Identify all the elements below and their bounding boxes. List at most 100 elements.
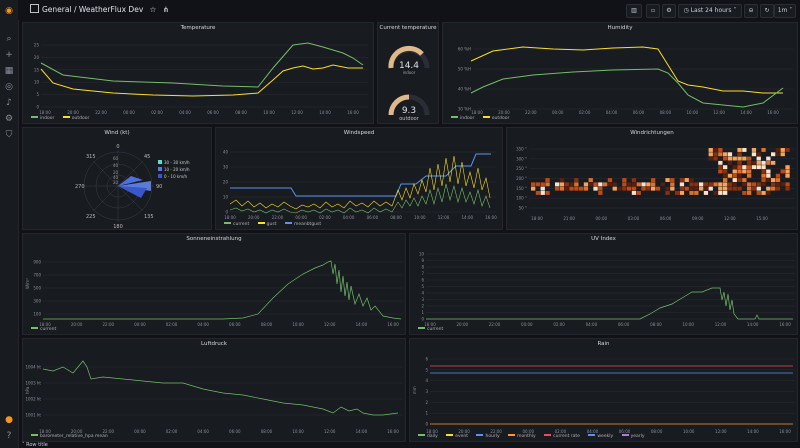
heatmap-cell xyxy=(766,191,771,195)
heatmap-cell xyxy=(766,160,771,165)
breadcrumb: General / WeatherFlux Dev ☆ ⋔ xyxy=(30,4,169,14)
heatmap-cell xyxy=(747,186,752,191)
heatmap-cell xyxy=(742,178,747,182)
y-tick-label: 50 %H xyxy=(458,67,471,72)
help-icon[interactable]: ? xyxy=(6,431,12,441)
panel-title: UV Index xyxy=(591,236,616,242)
x-tick-label: 12:00 xyxy=(291,110,303,115)
panel-windspeed[interactable]: Windspeed 40 30 20 10 0 18:00 20:00 22:00 00:00… xyxy=(215,127,503,230)
panel-wind[interactable]: Wind (kt) 0 45 90 135 180 225 270 315 60… xyxy=(22,127,212,230)
heatmap-cell xyxy=(742,165,747,170)
x-ticks: 18:00 20:00 22:00 00:00 02:00 04:00 06:00 08:00… xyxy=(224,215,497,220)
panel-title: Humidity xyxy=(607,25,633,31)
legend-item-event[interactable]: event xyxy=(446,434,468,439)
x-tick-label: 16:00 xyxy=(779,322,791,327)
legend-item-hourly[interactable]: hourly xyxy=(476,434,500,439)
x-tick-label: 20:00 xyxy=(71,322,83,327)
legend-item-current-rate[interactable]: current rate xyxy=(544,434,580,439)
heatmap-cell xyxy=(708,152,713,157)
y-tick-label: 4 xyxy=(425,378,428,383)
legend-item-gust[interactable]: gust xyxy=(257,222,277,227)
x-tick-label: 12:00 xyxy=(715,429,727,434)
wind-rose-petal xyxy=(118,176,143,186)
heatmap-cell xyxy=(670,182,675,187)
heatmap-cell xyxy=(545,191,550,195)
refresh-interval[interactable]: 1m ˅ xyxy=(774,4,796,18)
grafana-logo-icon[interactable]: ◉ xyxy=(5,6,13,16)
heatmap-cell xyxy=(564,186,569,191)
legend-item-meanbtgust[interactable]: meanbtgust xyxy=(284,222,321,227)
panel-rain[interactable]: Rain mm 6 5 4 3 2 1 0 18:00 20:00 22:00 00:00 02:0… xyxy=(409,338,798,442)
gear-icon[interactable]: ⚙ xyxy=(662,4,676,18)
plus-icon[interactable]: + xyxy=(5,50,13,60)
heatmap-cell xyxy=(559,178,565,182)
save-icon[interactable]: ▫ xyxy=(646,4,660,18)
dashboards-icon[interactable]: ▦ xyxy=(4,66,14,76)
zoom-out-icon[interactable]: ⊖ xyxy=(744,4,758,18)
search-icon[interactable]: ⌕ xyxy=(6,34,12,44)
panel-pressure[interactable]: Luftdruck hPa 1004 ht 1003 ht 1002 ht 1001 … xyxy=(22,338,406,442)
legend-item-pressure[interactable]: barometer_relative_hpa mean xyxy=(31,434,108,439)
legend-item-indoor[interactable]: indoor xyxy=(31,116,54,121)
legend-item-daily[interactable]: daily xyxy=(418,434,438,439)
shield-icon[interactable]: ⛉ xyxy=(5,130,13,140)
heatmap-cell xyxy=(723,152,728,157)
legend-item-weekly[interactable]: weekly xyxy=(588,434,613,439)
x-tick-label: 10:00 xyxy=(682,322,694,327)
gear-icon[interactable]: ⚙ xyxy=(4,114,14,124)
legend-item-yearly[interactable]: yearly xyxy=(621,434,645,439)
row-title[interactable]: ˅ Row title xyxy=(22,442,48,448)
heatmap-cell xyxy=(535,191,541,195)
panel-temperature[interactable]: Temperature 25 20 15 10 5 0 18:00 20:00 22:00 00… xyxy=(22,22,374,124)
breadcrumb-folder[interactable]: General xyxy=(42,5,72,14)
breadcrumb-dashboard[interactable]: WeatherFlux Dev xyxy=(78,5,144,14)
heatmap-cell xyxy=(583,186,589,191)
heatmap-cell xyxy=(718,191,723,195)
time-picker[interactable]: ◷ Last 24 hours ˅ xyxy=(678,4,742,18)
legend-item-current[interactable]: current xyxy=(418,327,443,332)
refresh-button[interactable]: ↻ xyxy=(760,4,774,18)
explore-icon[interactable]: ◎ xyxy=(5,82,13,92)
x-tick-label: 04:00 xyxy=(197,322,209,327)
heatmap-cell xyxy=(555,186,560,191)
legend-item-current[interactable]: current xyxy=(224,222,249,227)
heatmap-cell xyxy=(756,182,761,187)
share-icon[interactable]: ⋔ xyxy=(162,5,170,14)
panel-humidity[interactable]: Humidity 60 %H 50 %H 40 %H 30 %H 18:00 20:00… xyxy=(442,22,798,124)
y-tick-label: 1002 ht xyxy=(25,397,41,402)
y-tick-label: 6 xyxy=(421,278,424,283)
heatmap-cell xyxy=(718,169,723,174)
y-tick-label: 700 xyxy=(33,273,41,278)
panel-solar[interactable]: Sonneneinstrahlung W/m² 900 700 500 300 100 … xyxy=(22,233,406,335)
heatmap-cell xyxy=(751,160,757,165)
legend-item-current[interactable]: current xyxy=(31,327,56,332)
heatmap-cell xyxy=(761,178,766,182)
add-panel-button[interactable]: ▥ xyxy=(626,4,642,18)
legend-item-monthly[interactable]: monthly xyxy=(508,434,536,439)
heatmap-cell xyxy=(785,186,790,191)
legend-item-outdoor[interactable]: outdoor xyxy=(482,116,509,121)
y-tick-label: 25 xyxy=(34,43,40,48)
ring-label: 60 xyxy=(113,156,119,161)
x-tick-label: 02:00 xyxy=(166,429,178,434)
y-tick-label: 150 ° xyxy=(516,186,527,191)
panel-current-temperature[interactable]: Current temperature 14.4 indoor 9.3 outd… xyxy=(377,22,439,124)
panel-wind-direction[interactable]: Windrichtungen 350 ° 300 ° 250 ° 200 ° 150 °… xyxy=(506,127,798,230)
heatmap-cell xyxy=(622,186,627,191)
heatmap-cell xyxy=(679,186,685,191)
heatmap-cell xyxy=(631,182,637,187)
y-tick-label: 1001 ht xyxy=(25,413,41,418)
x-tick-label: 16:00 xyxy=(387,322,399,327)
legend-item-outdoor[interactable]: outdoor xyxy=(62,116,89,121)
panel-uv[interactable]: UV Index 10 9 8 7 6 5 4 3 2 1 0 18:00 20:00 22:00 00:… xyxy=(409,233,798,335)
legend-item-indoor[interactable]: indoor xyxy=(451,116,474,121)
star-icon[interactable]: ☆ xyxy=(149,5,157,14)
alerting-icon[interactable]: ♪ xyxy=(6,98,12,108)
avatar[interactable]: ● xyxy=(5,415,13,425)
legend: current xyxy=(31,327,63,332)
heatmap-cell xyxy=(727,182,733,187)
series-current xyxy=(426,287,793,320)
heatmap-cell xyxy=(689,191,694,195)
heatmap-cell xyxy=(708,182,713,187)
